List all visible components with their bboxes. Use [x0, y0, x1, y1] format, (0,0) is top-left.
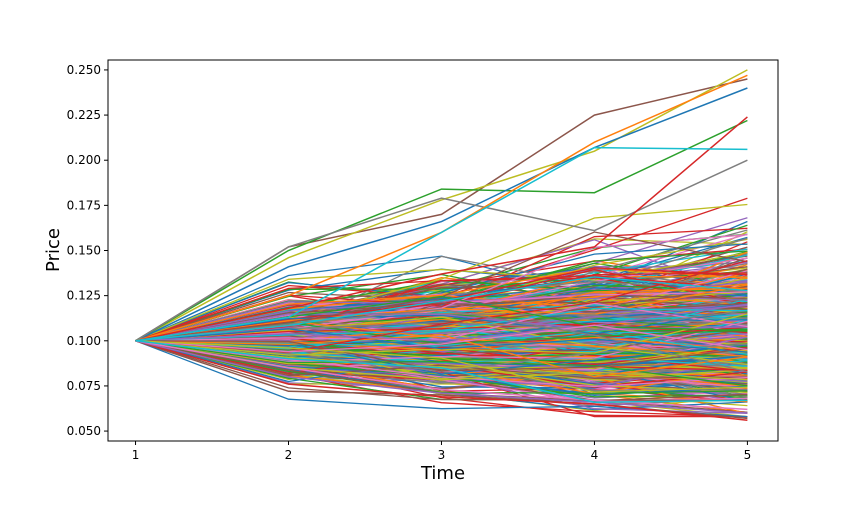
y-tick-label: 0.125 [67, 289, 101, 303]
y-tick-label: 0.225 [67, 108, 101, 122]
x-tick-label: 3 [438, 448, 446, 462]
series-line [135, 116, 748, 342]
series-line [135, 334, 748, 378]
series-line [135, 323, 748, 342]
series-line [135, 340, 748, 411]
series-line [135, 324, 748, 353]
x-axis: 1 2 3 4 5 [132, 441, 752, 462]
y-tick-label: 0.150 [67, 244, 101, 258]
series-line [135, 340, 748, 414]
x-tick-label: 4 [591, 448, 599, 462]
series-line [135, 159, 748, 342]
y-tick-label: 0.200 [67, 153, 101, 167]
series-line [135, 328, 748, 353]
series-layer [135, 69, 748, 421]
series-line [135, 340, 748, 402]
series-line [135, 146, 748, 342]
x-tick-label: 5 [744, 448, 752, 462]
series-line [135, 307, 748, 342]
series-line [135, 340, 748, 372]
series-line [135, 320, 748, 358]
series-line [135, 304, 748, 342]
series-line [135, 340, 748, 387]
y-tick-label: 0.100 [67, 334, 101, 348]
series-line [135, 340, 748, 393]
y-axis: 0.050 0.075 0.100 0.125 0.150 0.175 0.200 0.225… [67, 63, 108, 438]
y-axis-label: Price [43, 228, 64, 272]
y-tick-label: 0.075 [67, 379, 101, 393]
y-tick-label: 0.175 [67, 198, 101, 212]
series-line [135, 340, 748, 380]
series-line [135, 119, 748, 342]
series-line [135, 340, 748, 421]
x-axis-label: Time [420, 463, 465, 484]
x-tick-label: 1 [132, 448, 140, 462]
series-line [135, 340, 748, 403]
series-line [135, 308, 748, 373]
series-line [135, 69, 748, 342]
series-line [135, 87, 748, 342]
series-line [135, 276, 748, 342]
series-line [135, 309, 748, 342]
x-tick-label: 2 [285, 448, 293, 462]
series-line [135, 303, 748, 342]
y-tick-label: 0.250 [67, 63, 101, 77]
series-line [135, 316, 748, 366]
y-tick-label: 0.050 [67, 424, 101, 438]
